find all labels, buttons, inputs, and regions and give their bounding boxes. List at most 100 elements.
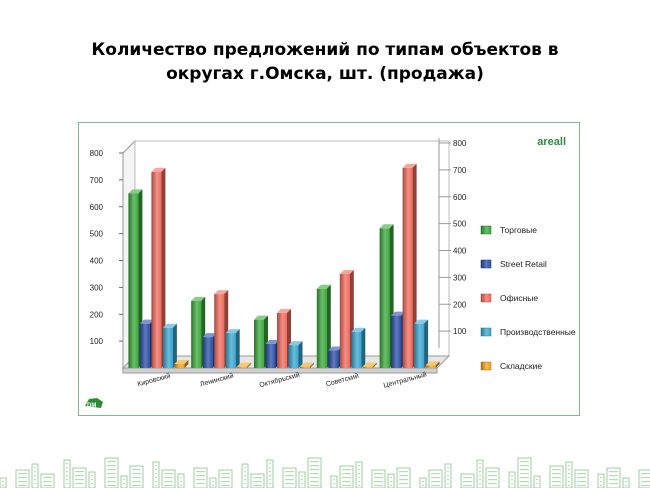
skyline-building [241,463,249,488]
skyline-window [520,477,529,479]
skyline-window [269,479,271,481]
skyline-window [310,461,319,463]
skyline-building [120,475,128,488]
skyline-window [107,477,116,479]
skyline-window [358,481,360,483]
bar-top [191,296,206,301]
category-label: Ленинский [199,372,234,389]
skyline-window [358,473,360,475]
skyline-window [310,473,319,475]
skyline-window [123,479,125,481]
title-line-2: округах г.Омска, шт. (продажа) [166,64,484,84]
skyline-window [269,475,271,477]
skyline-window [447,483,449,485]
skyline-window [285,475,294,477]
bar-top [202,333,217,338]
skyline-window [107,485,116,487]
bar-front [362,366,373,368]
skyline-window [390,485,392,487]
bar-top [139,319,154,324]
skyline-window [520,461,529,463]
page-title: Количество предложений по типам объектов… [0,38,650,86]
bar-top [379,224,394,229]
skyline-window [609,475,618,477]
bar [237,362,252,368]
legend-swatch [480,361,492,371]
skyline-window [447,467,449,469]
skyline-building [72,467,87,488]
chart-frame: 100 200 300 400 500 600 700 800 100 200 300 400 500 6… [78,122,580,416]
skyline-building [460,473,475,488]
skyline-window [269,471,271,473]
bar-front [162,327,173,368]
bar-top [316,284,331,289]
bar-side [435,361,440,368]
bar-top [162,323,177,328]
skyline-window [253,477,262,479]
bar-group-2 [254,308,314,368]
skyline-building [371,469,386,488]
skyline-window [221,485,230,487]
legend-label: Street Retail [500,259,547,269]
skyline-window [269,463,271,465]
skyline-window [333,479,335,481]
bar-side [310,362,314,368]
skyline-building [638,469,650,488]
skyline-building [444,463,452,488]
skyline-window [520,469,529,471]
skyline-window [66,483,68,485]
floor-edge [122,367,438,374]
skyline-building [104,457,119,488]
bar-top [391,311,406,316]
skyline-window [552,481,561,483]
legend-label: Производственные [500,327,576,337]
logo-text: DM [87,403,96,409]
legend-swatch [480,225,492,235]
right-tick-label: 100 [453,327,467,336]
skyline-building [129,465,144,488]
skyline-window [132,473,141,475]
skyline-window [641,473,650,475]
skyline-window [568,481,570,483]
bar-side [326,284,331,368]
skyline-window [164,485,173,487]
skyline-window [91,483,93,485]
skyline-building [307,457,322,488]
skyline-window [196,479,205,481]
bar [351,327,366,368]
skyline-window [374,485,383,487]
skyline-window [422,481,424,483]
bar-chart: 100 200 300 400 500 600 700 800 100 200 300 400 500 6… [85,136,576,409]
bar-top [300,362,314,367]
legend-swatch [480,293,492,303]
skyline-window [132,485,141,487]
bar-front [174,363,185,368]
bar-side [172,323,177,368]
bar-side [298,341,303,368]
skyline-window [301,475,303,477]
skyline-window [244,467,246,469]
bar-front [339,273,350,368]
bar-top [151,167,166,172]
skyline-window [244,483,246,485]
bar-top [351,327,366,332]
skyline-window [342,477,351,479]
skyline-window [399,479,408,481]
skyline-window [253,481,262,483]
skyline-window [34,483,36,485]
skyline-window [479,479,481,481]
legend-label: Складские [500,361,542,371]
bar-top [402,163,417,168]
skyline-window [196,475,205,477]
bar-front [300,366,310,368]
skyline-window [196,483,205,485]
skyline-window [342,473,351,475]
right-tick-label: 300 [453,273,467,282]
bar-front [391,315,402,368]
skyline-window [155,481,157,483]
bar-front [328,350,339,368]
skyline-building [161,469,176,488]
skyline-window [390,477,392,479]
bar-top [225,329,240,334]
skyline-window [18,473,27,475]
